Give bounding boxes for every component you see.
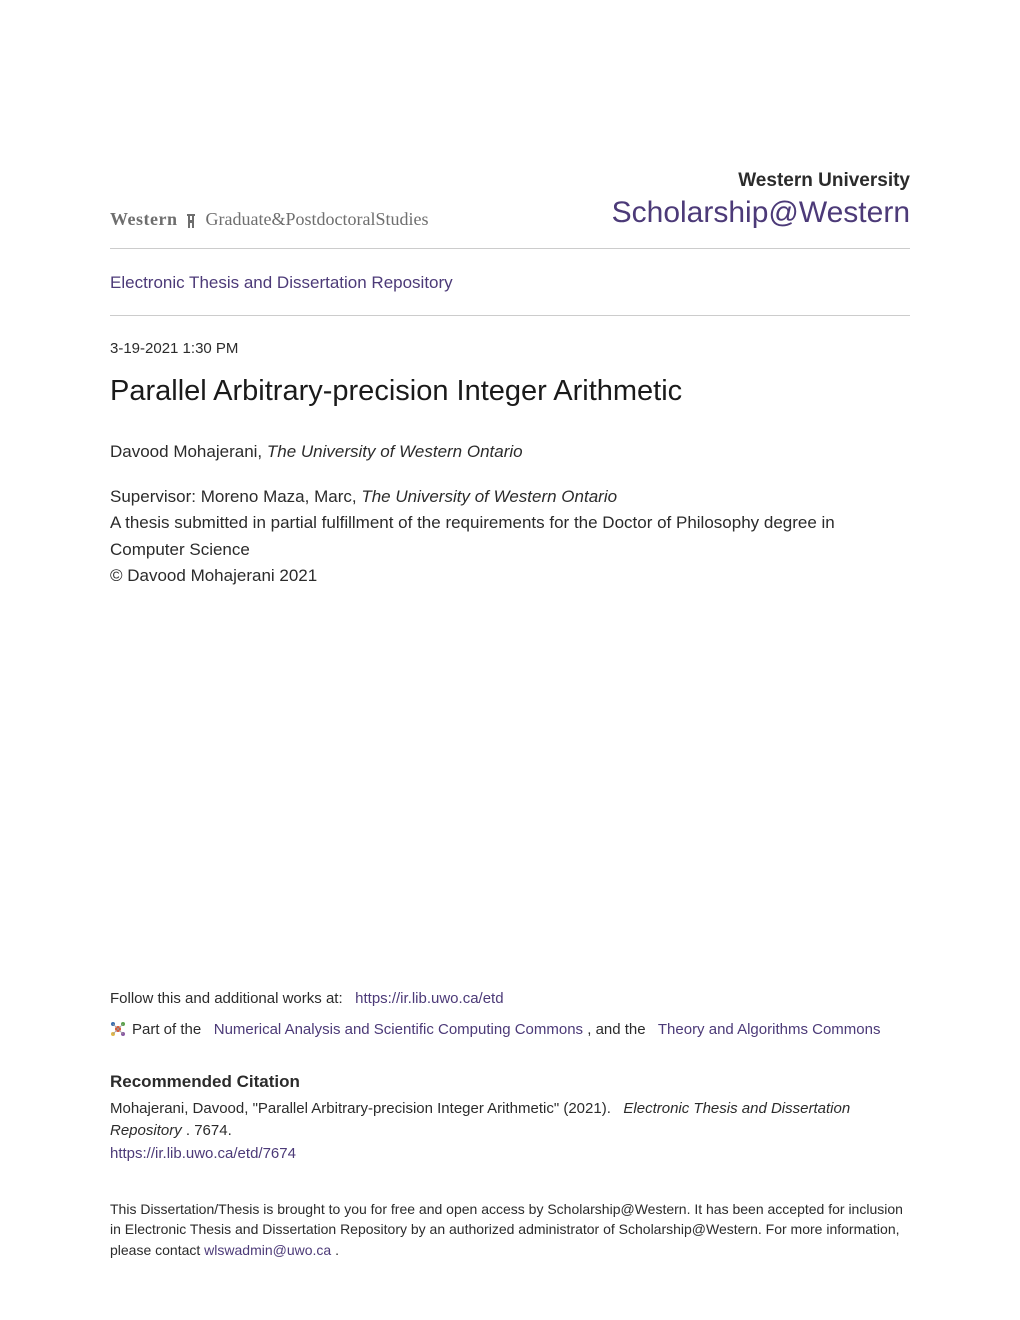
follow-prefix: Follow this and additional works at: [110, 990, 343, 1007]
citation-body: Mohajerani, Davood, "Parallel Arbitrary-… [110, 1098, 910, 1166]
footer-paragraph: This Dissertation/Thesis is brought to y… [110, 1199, 910, 1260]
follow-row: Follow this and additional works at: htt… [110, 990, 910, 1007]
partof-prefix: Part of the [132, 1021, 201, 1038]
copyright-line: © Davood Mohajerani 2021 [110, 563, 910, 589]
supervisor-line: Supervisor: Moreno Maza, Marc, The Unive… [110, 484, 910, 510]
supervisor-block: Supervisor: Moreno Maza, Marc, The Unive… [110, 484, 910, 589]
partof-text: Part of the Numerical Analysis and Scien… [132, 1019, 910, 1042]
thesis-description: A thesis submitted in partial fulfillmen… [110, 510, 910, 563]
partof-row: Part of the Numerical Analysis and Scien… [110, 1019, 910, 1042]
partof-middle: , and the [587, 1021, 645, 1038]
commons-link-1[interactable]: Numerical Analysis and Scientific Comput… [214, 1021, 583, 1038]
thesis-title: Parallel Arbitrary-precision Integer Ari… [110, 375, 910, 408]
logo-subtext: Graduate&PostdoctoralStudies [205, 209, 428, 230]
network-icon [110, 1021, 126, 1037]
citation-suffix: . 7674. [186, 1122, 232, 1139]
author-line: Davood Mohajerani, The University of Wes… [110, 442, 910, 462]
bottom-block: Follow this and additional works at: htt… [110, 990, 910, 1260]
citation-url-link[interactable]: https://ir.lib.uwo.ca/etd/7674 [110, 1145, 296, 1162]
follow-url-link[interactable]: https://ir.lib.uwo.ca/etd [355, 990, 503, 1007]
author-affiliation: The University of Western Ontario [267, 442, 523, 461]
footer-email-link[interactable]: wlswadmin@uwo.ca [204, 1242, 331, 1258]
commons-link-2[interactable]: Theory and Algorithms Commons [658, 1021, 881, 1038]
scholarship-link[interactable]: Scholarship@Western [612, 196, 910, 230]
spacer [110, 589, 910, 809]
supervisor-affiliation: The University of Western Ontario [361, 487, 617, 506]
date-time: 3-19-2021 1:30 PM [110, 316, 910, 375]
citation-heading: Recommended Citation [110, 1072, 910, 1092]
logo-wordmark: Western [110, 209, 177, 230]
repository-row: Electronic Thesis and Dissertation Repos… [110, 249, 910, 315]
repository-link[interactable]: Electronic Thesis and Dissertation Repos… [110, 273, 453, 292]
university-block: Western University Scholarship@Western [612, 170, 910, 230]
author-name: Davood Mohajerani, [110, 442, 262, 461]
tower-icon [183, 214, 199, 230]
supervisor-label: Supervisor: Moreno Maza, Marc, [110, 487, 357, 506]
university-name: Western University [612, 170, 910, 192]
citation-text: Mohajerani, Davood, "Parallel Arbitrary-… [110, 1100, 611, 1117]
institution-logo: Western Graduate&PostdoctoralStudies [110, 209, 428, 230]
header: Western Graduate&PostdoctoralStudies Wes… [110, 170, 910, 230]
footer-text-after: . [335, 1242, 339, 1258]
